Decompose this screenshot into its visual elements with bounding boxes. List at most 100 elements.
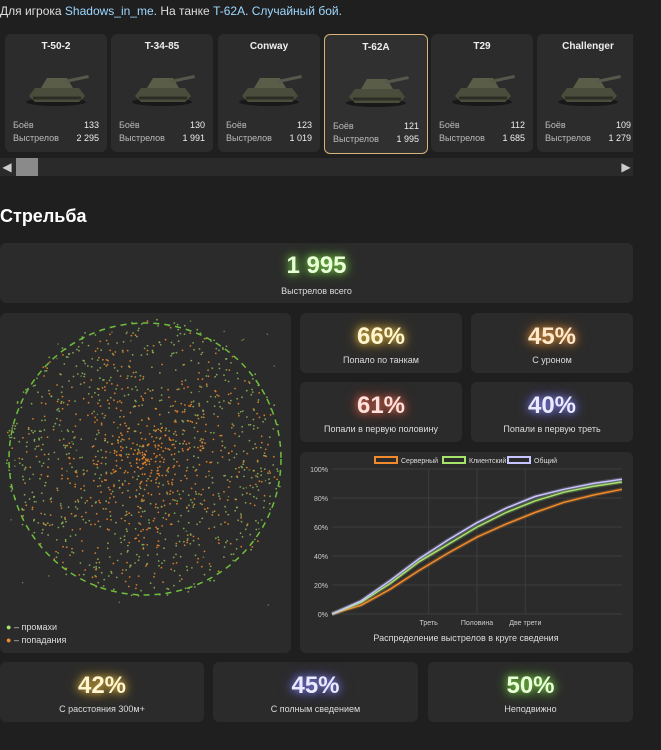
battles-value: 112 (510, 120, 525, 130)
scroll-right-icon[interactable]: ▶ (621, 160, 631, 174)
total-shots-value: 1 995 (286, 252, 347, 279)
shots-value: 1 991 (182, 133, 205, 143)
header-suffix: . (245, 4, 252, 18)
y-tick-label: 60% (314, 525, 328, 532)
stat-value: 40% (527, 392, 577, 419)
stat-value: 42% (77, 672, 127, 699)
stat-value: 50% (506, 672, 555, 699)
battles-row: Боёв 109 (545, 120, 631, 130)
tank-card[interactable]: T29 Боёв 112 Выстрелов 1 685 (431, 34, 533, 152)
shots-value: 1 019 (289, 133, 312, 143)
tank-card[interactable]: Conway Боёв 123 Выстрелов 1 019 (218, 34, 320, 152)
battles-value: 121 (403, 121, 419, 131)
y-tick-label: 100% (310, 467, 328, 474)
tank-carousel: T-50-2 Боёв 133 Выстрелов 2 295 T-34-85 Боёв 13… (0, 30, 633, 160)
dispersion-ring (8, 322, 282, 596)
stat-panel-first-half: 61% Попали в первую половину (300, 382, 462, 442)
tank-name: Challenger (562, 41, 614, 52)
player-name: Shadows_in_me (64, 4, 154, 18)
shots-label: Выстрелов (545, 133, 591, 143)
legend-miss: ● – промахи (6, 622, 58, 632)
shots-row: Выстрелов 1 991 (119, 133, 205, 143)
battles-label: Боёв (13, 120, 34, 130)
series-line (331, 478, 623, 615)
shots-row: Выстрелов 1 019 (226, 133, 312, 143)
carousel-scrollbar[interactable]: ◀ ▶ (0, 158, 633, 176)
tank-icon (558, 75, 621, 106)
tank-name: Conway (249, 41, 289, 52)
legend-swatch (442, 456, 466, 464)
tank-icon (26, 75, 89, 106)
shots-value: 1 279 (608, 133, 631, 143)
stat-value: 45% (527, 323, 577, 350)
legend-miss-label: – промахи (13, 622, 58, 632)
tank-icon (346, 76, 409, 107)
shots-row: Выстрелов 1 685 (439, 133, 525, 143)
shots-value: 2 295 (76, 133, 99, 143)
tank-icon (132, 75, 195, 106)
tank-name: T-62A (362, 42, 390, 53)
tank-icon (239, 75, 302, 106)
y-tick-label: 80% (314, 496, 328, 503)
tank-card[interactable]: T-34-85 Боёв 130 Выстрелов 1 991 (111, 34, 213, 152)
legend-label: Серверный (401, 457, 438, 465)
header-mid: . На танке (153, 4, 214, 18)
battles-row: Боёв 121 (333, 121, 419, 131)
shots-label: Выстрелов (333, 134, 379, 144)
battle-mode: Случайный бой. (251, 4, 342, 18)
battles-row: Боёв 133 (13, 120, 99, 130)
y-tick-label: 20% (314, 583, 328, 590)
stat-label: Попало по танкам (343, 355, 419, 365)
stat-panel-long-range: 42% С расстояния 300м+ (0, 662, 204, 722)
shot-scatter-plot (5, 318, 282, 606)
stat-panel-stationary: 50% Неподвижно (428, 662, 633, 722)
stat-panel-full-aim: 45% С полным сведением (213, 662, 418, 722)
stat-label: Попали в первую половину (324, 424, 438, 434)
stat-panel-first-third: 40% Попали в первую треть (471, 382, 633, 442)
distribution-chart-panel: 0% 20% 40% 60% 80% 100% Треть Половина Две трети… (300, 452, 633, 653)
stat-label: Попали в первую треть (503, 424, 601, 434)
y-tick-label: 0% (318, 612, 328, 619)
stat-label: С расстояния 300м+ (59, 704, 145, 714)
stat-panel-tank-hits: 66% Попало по танкам (300, 313, 462, 373)
battles-value: 109 (615, 120, 631, 130)
x-tick-label: Треть (420, 620, 439, 627)
battles-row: Боёв 130 (119, 120, 205, 130)
shots-value: 1 685 (502, 133, 525, 143)
section-title: Стрельба (0, 206, 87, 226)
shots-row: Выстрелов 2 295 (13, 133, 99, 143)
series-line (331, 481, 623, 615)
stat-label: С полным сведением (270, 704, 361, 714)
legend-hit: ● – попадания (6, 635, 67, 645)
scatter-panel: ● – промахи ● – попадания (0, 313, 291, 653)
x-tick-label: Две трети (509, 620, 541, 627)
legend-swatch (374, 456, 398, 464)
battles-label: Боёв (545, 120, 566, 130)
legend-label: Общий (534, 457, 557, 465)
x-tick-label: Половина (461, 620, 493, 627)
scroll-thumb[interactable] (16, 158, 38, 176)
y-tick-label: 40% (314, 554, 328, 561)
scroll-left-icon[interactable]: ◀ (2, 160, 12, 174)
header-prefix: Для игрока (0, 4, 65, 18)
stat-value: 45% (291, 672, 340, 699)
tank-icon (452, 75, 515, 106)
battles-row: Боёв 123 (226, 120, 312, 130)
tank-card[interactable]: Challenger Боёв 109 Выстрелов 1 279 (537, 34, 633, 152)
shots-value: 1 995 (396, 134, 419, 144)
tank-name-header: T-62A (213, 4, 246, 18)
battles-row: Боёв 112 (439, 120, 525, 130)
tank-card[interactable]: T-62A Боёв 121 Выстрелов 1 995 (324, 34, 428, 154)
tank-name: T29 (473, 41, 491, 52)
legend-label: Клиентский (469, 457, 506, 465)
shots-row: Выстрелов 1 995 (333, 134, 419, 144)
battles-value: 130 (189, 120, 205, 130)
total-shots-label: Выстрелов всего (281, 286, 352, 296)
shots-label: Выстрелов (119, 133, 165, 143)
battles-label: Боёв (439, 120, 460, 130)
total-shots-panel: 1 995 Выстрелов всего (0, 243, 633, 303)
shots-row: Выстрелов 1 279 (545, 133, 631, 143)
tank-card[interactable]: T-50-2 Боёв 133 Выстрелов 2 295 (5, 34, 107, 152)
tank-name: T-50-2 (41, 41, 71, 52)
distribution-line-chart: 0% 20% 40% 60% 80% 100% Треть Половина Две трети… (310, 456, 623, 643)
